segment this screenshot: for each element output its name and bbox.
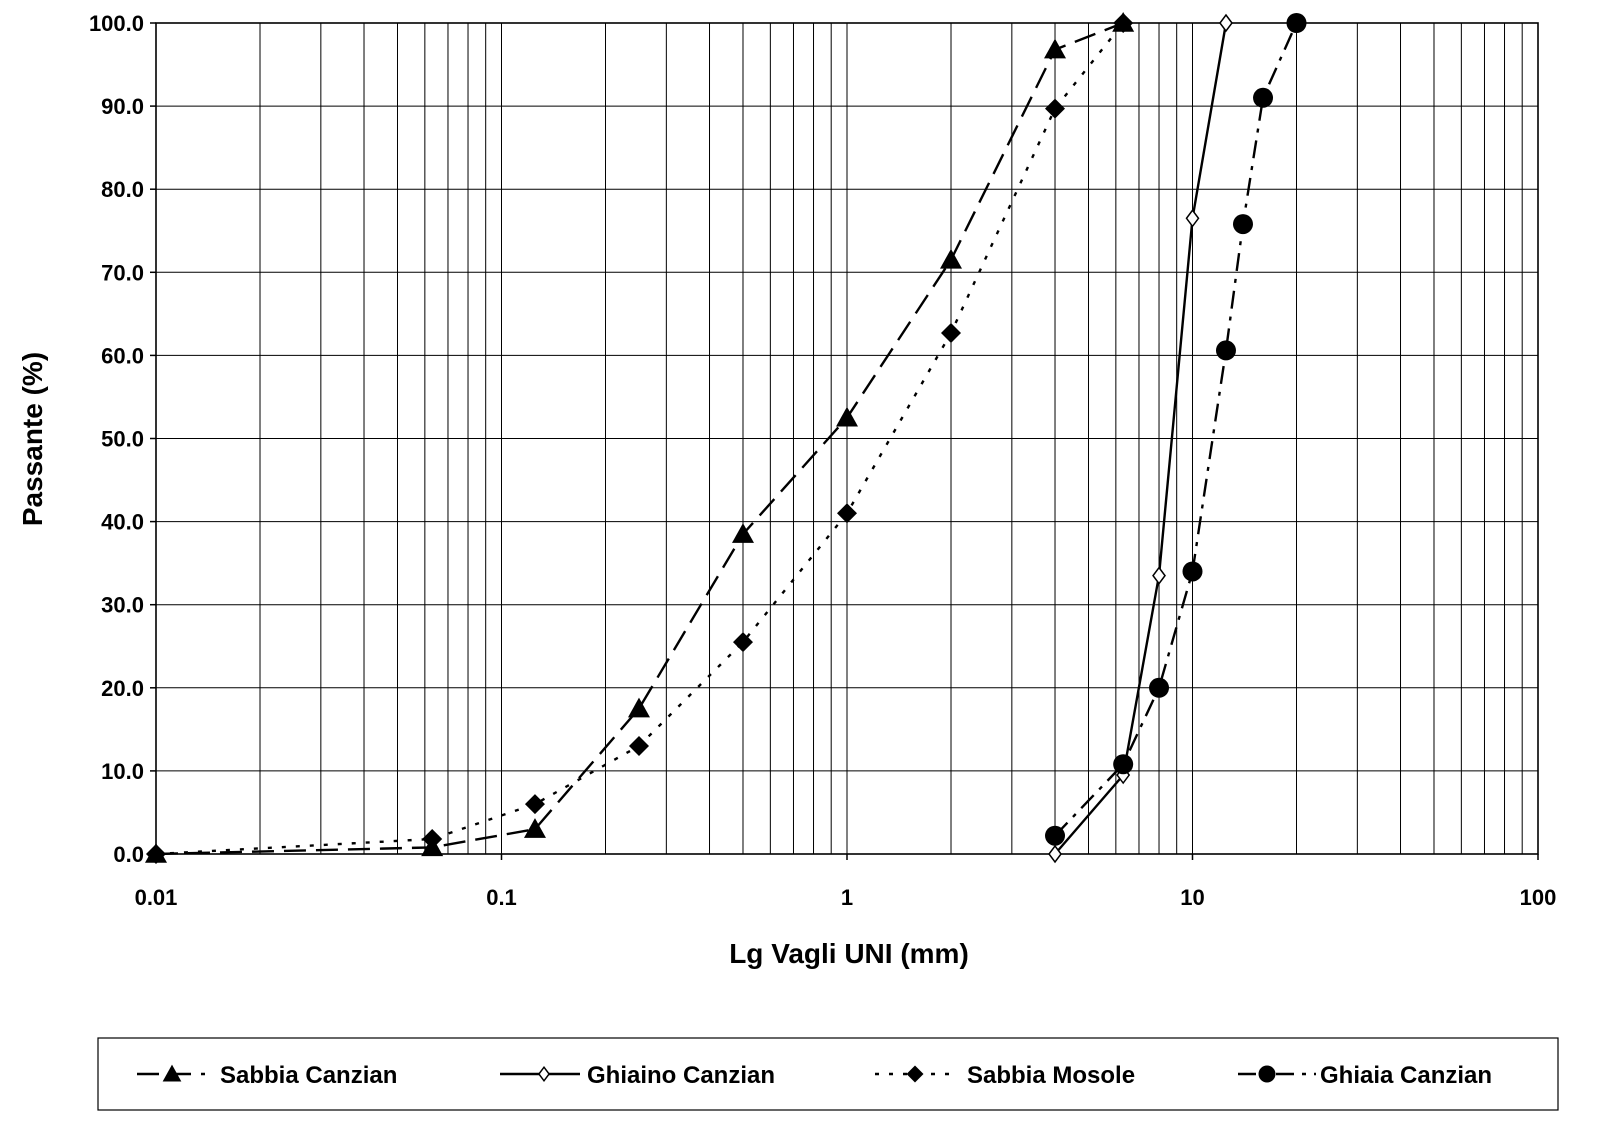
data-point-series-2 xyxy=(1185,209,1200,228)
y-tick-label: 70.0 xyxy=(101,260,144,285)
data-point-series-3 xyxy=(1045,98,1066,119)
data-point-series-4 xyxy=(1182,561,1203,582)
data-point-series-1 xyxy=(523,818,546,838)
y-axis-title: Passante (%) xyxy=(17,352,48,526)
legend-label-4: Ghiaia Canzian xyxy=(1320,1062,1492,1089)
legend-marker-2 xyxy=(537,1065,551,1083)
data-point-series-1 xyxy=(836,406,858,427)
data-point-series-1 xyxy=(1044,38,1067,59)
data-point-series-1 xyxy=(731,523,754,543)
data-point-series-4 xyxy=(1232,214,1253,235)
x-tick-label: 0.1 xyxy=(486,885,517,910)
data-point-series-1 xyxy=(940,248,963,269)
data-point-series-4 xyxy=(1113,754,1134,775)
x-tick-label: 100 xyxy=(1520,885,1557,910)
data-point-series-4 xyxy=(1253,87,1274,108)
y-tick-label: 10.0 xyxy=(101,759,144,784)
y-tick-label: 100.0 xyxy=(89,11,144,36)
legend-label-1: Sabbia Canzian xyxy=(220,1062,397,1089)
data-point-series-3 xyxy=(524,794,545,815)
data-point-series-2 xyxy=(1219,13,1233,33)
data-point-series-3 xyxy=(732,632,753,653)
legend-marker-1 xyxy=(162,1064,182,1082)
y-tick-label: 60.0 xyxy=(101,343,144,368)
data-point-series-3 xyxy=(1113,13,1134,33)
marker-layer xyxy=(145,12,1307,864)
x-tick-label: 0.01 xyxy=(135,885,178,910)
data-point-series-3 xyxy=(941,322,962,343)
legend-label-2: Ghiaino Canzian xyxy=(587,1062,775,1089)
legend-marker-3 xyxy=(906,1065,924,1083)
data-point-series-4 xyxy=(1215,340,1236,361)
data-point-series-3 xyxy=(628,735,649,756)
data-point-series-3 xyxy=(422,829,443,850)
data-point-series-3 xyxy=(837,503,857,524)
legend-marker-4 xyxy=(1258,1065,1276,1083)
grid xyxy=(150,22,1539,860)
data-point-series-4 xyxy=(1149,677,1170,698)
data-point-series-3 xyxy=(146,844,166,864)
legend-label-3: Sabbia Mosole xyxy=(967,1062,1135,1089)
data-point-series-1 xyxy=(627,697,650,718)
x-tick-label: 10 xyxy=(1180,885,1204,910)
y-tick-label: 40.0 xyxy=(101,510,144,535)
data-point-series-2 xyxy=(1152,566,1166,585)
y-tick-label: 90.0 xyxy=(101,94,144,119)
y-tick-label: 80.0 xyxy=(101,177,144,202)
legend: Sabbia Canzian Ghiaino Canzian Sabbia Moso… xyxy=(97,1037,1559,1111)
x-axis-title: Lg Vagli UNI (mm) xyxy=(729,938,969,969)
data-point-series-2 xyxy=(1048,844,1062,864)
y-tick-label: 50.0 xyxy=(101,427,144,452)
y-tick-label: 0.0 xyxy=(113,842,144,867)
tick-labels: 0.010.020.030.040.050.060.070.080.090.01… xyxy=(89,11,1556,910)
data-point-series-4 xyxy=(1045,825,1066,846)
x-tick-label: 1 xyxy=(841,885,853,910)
y-tick-label: 30.0 xyxy=(101,593,144,618)
data-point-series-4 xyxy=(1286,13,1307,33)
series-line-4 xyxy=(1054,22,1298,837)
y-tick-label: 20.0 xyxy=(101,676,144,701)
